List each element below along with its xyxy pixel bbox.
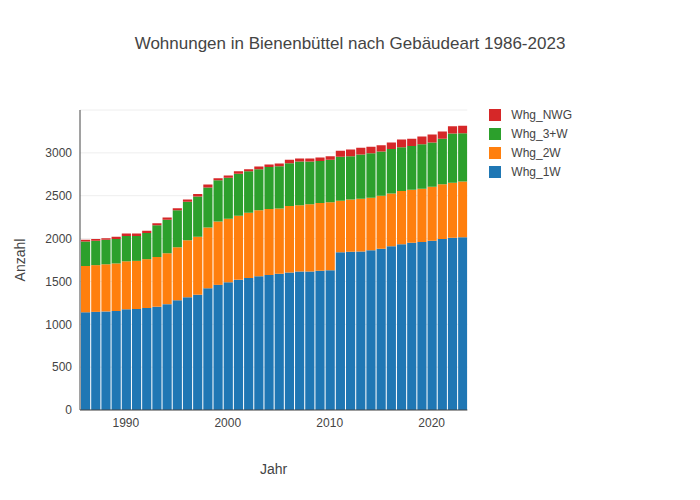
svg-text:3000: 3000 — [45, 146, 72, 160]
html-text:Whg_1W: Whg_1W — [511, 164, 561, 179]
svg-text:1990: 1990 — [113, 416, 140, 430]
svg-text:500: 500 — [52, 360, 72, 374]
svg-text:1000: 1000 — [45, 318, 72, 332]
svg-text:0: 0 — [65, 403, 72, 417]
svg-text:2000: 2000 — [45, 232, 72, 246]
svg-text:2500: 2500 — [45, 189, 72, 203]
html-text:Whg_NWG: Whg_NWG — [511, 107, 572, 122]
svg-text:Anzahl: Anzahl — [12, 239, 28, 282]
html-text:Whg_2W: Whg_2W — [511, 145, 561, 160]
svg-text:2020: 2020 — [418, 416, 445, 430]
html-text:Wohnungen in Bienenbüttel nach: Wohnungen in Bienenbüttel nach Gebäudear… — [134, 34, 566, 53]
svg-text:1500: 1500 — [45, 275, 72, 289]
html-text:Whg_3+W: Whg_3+W — [511, 126, 568, 141]
svg-text:2010: 2010 — [316, 416, 343, 430]
svg-text:2000: 2000 — [214, 416, 241, 430]
svg-text:Jahr: Jahr — [260, 461, 288, 477]
